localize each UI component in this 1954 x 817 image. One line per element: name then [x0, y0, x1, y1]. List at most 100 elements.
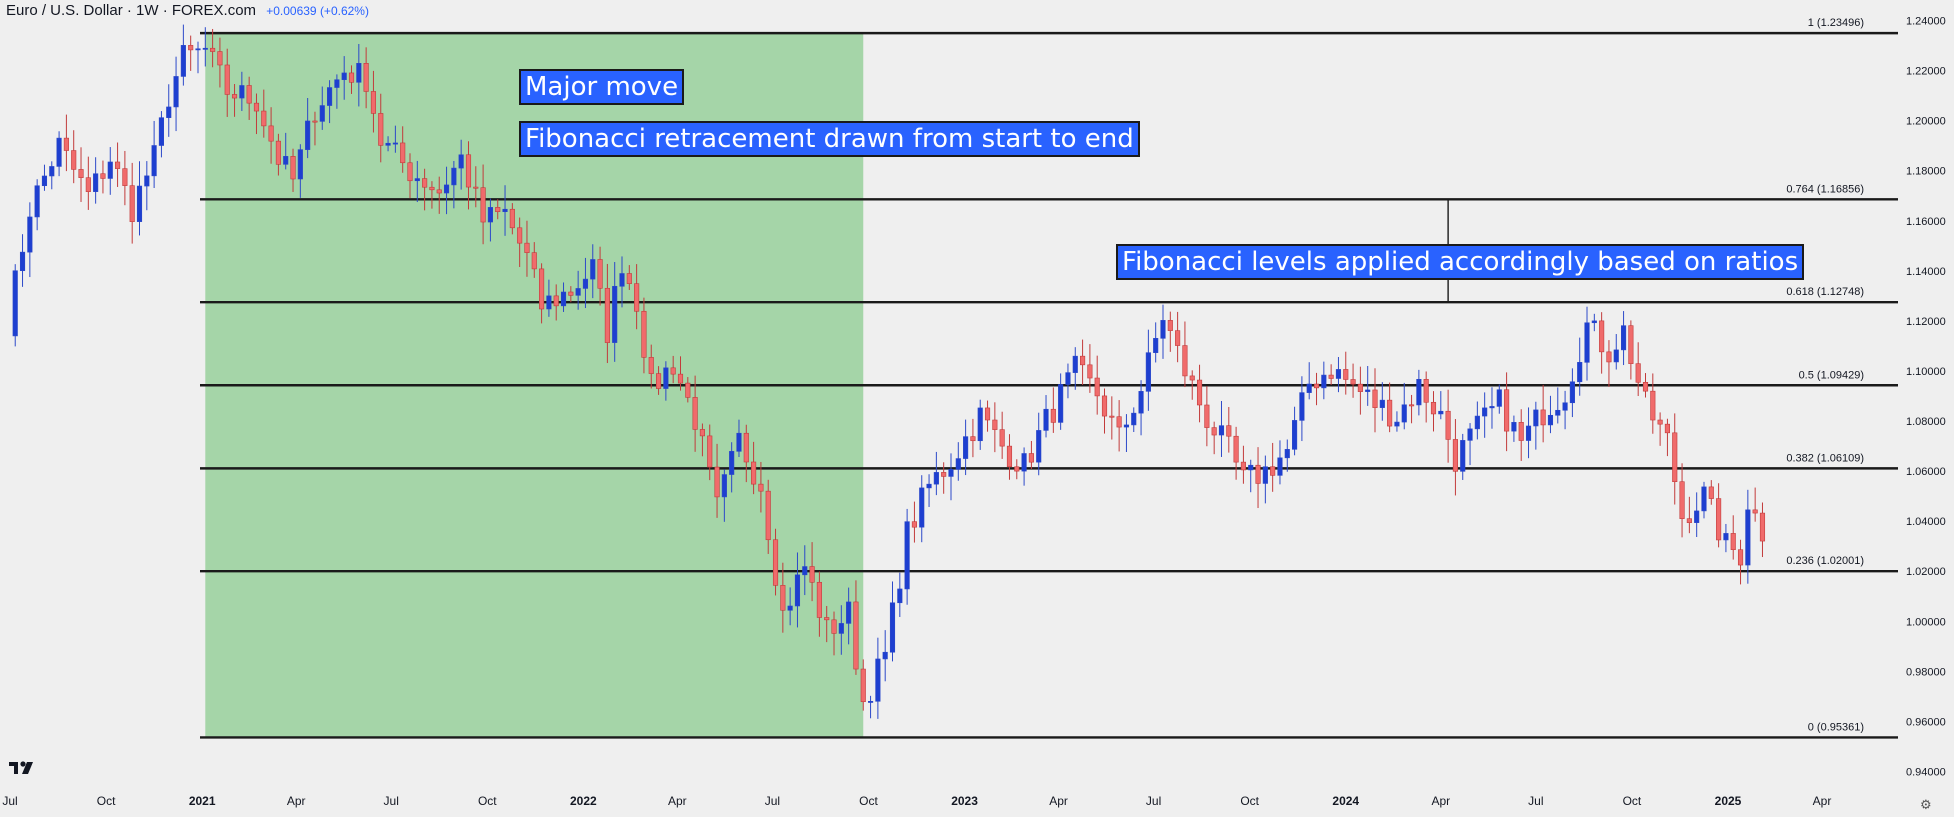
candle-up	[1277, 457, 1283, 476]
candle-down	[707, 435, 713, 468]
candle-down	[1540, 409, 1546, 426]
candle-up	[1577, 362, 1583, 383]
candle-up	[1292, 420, 1298, 450]
candle-down	[1628, 325, 1634, 364]
candle-up	[195, 48, 201, 51]
candle-down	[370, 91, 377, 114]
candle-up	[19, 251, 26, 272]
fib-level-label: 0.764 (1.16856)	[1786, 183, 1864, 195]
candle-down	[231, 94, 238, 99]
candle-down	[984, 407, 991, 421]
candle-down	[1599, 320, 1605, 353]
candle-down	[1752, 509, 1758, 514]
gear-icon[interactable]: ⚙	[1920, 797, 1932, 812]
candle-up	[1745, 509, 1751, 566]
candle-up	[736, 432, 742, 452]
candle-up	[392, 142, 398, 145]
candle-down	[407, 162, 413, 182]
candle-up	[802, 566, 808, 576]
candle-down	[1313, 383, 1320, 389]
candle-up	[663, 367, 669, 389]
candle-up	[443, 184, 450, 194]
y-axis-tick-label: 1.20000	[1906, 116, 1946, 128]
candle-up	[1525, 425, 1532, 441]
candle-up	[136, 185, 143, 222]
candle-down	[1635, 363, 1641, 383]
candle-down	[1387, 399, 1393, 427]
candle-down	[685, 382, 691, 398]
candle-up	[107, 161, 113, 179]
y-axis-tick-label: 1.00000	[1906, 616, 1946, 628]
candle-down	[268, 125, 274, 142]
fib-level-label: 0 (0.95361)	[1808, 721, 1864, 733]
candle-down	[1664, 423, 1670, 434]
candle-up	[560, 291, 567, 307]
fib-level-label: 1 (1.23496)	[1808, 17, 1864, 29]
candle-down	[1730, 533, 1736, 550]
candle-down	[224, 64, 230, 95]
candle-up	[729, 451, 735, 475]
candle-up	[283, 156, 289, 165]
candle-down	[210, 47, 216, 52]
candle-down	[63, 137, 69, 151]
candle-down	[275, 140, 281, 165]
candle-down	[524, 242, 530, 253]
candle-down	[312, 120, 318, 123]
candle-up	[41, 175, 48, 187]
price-change: +0.00639 (+0.62%)	[266, 4, 369, 18]
candle-down	[1109, 415, 1115, 418]
candle-down	[714, 466, 720, 498]
candle-up	[458, 154, 464, 169]
candle-up	[1065, 372, 1071, 385]
candle-down	[809, 566, 815, 583]
candle-down	[853, 601, 859, 670]
candle-down	[363, 63, 369, 92]
x-axis-tick-label: Jul	[384, 794, 399, 808]
candle-up	[1569, 381, 1575, 404]
candle-down	[122, 168, 128, 186]
candle-up	[93, 173, 99, 192]
candle-up	[1021, 453, 1027, 472]
candle-down	[816, 581, 822, 618]
candle-down	[495, 207, 501, 213]
candle-down	[1737, 549, 1744, 566]
candle-up	[794, 574, 801, 607]
candle-down	[290, 156, 296, 180]
candle-up	[1379, 399, 1385, 408]
candle-down	[465, 154, 472, 188]
candle-down	[422, 178, 428, 188]
candle-down	[677, 373, 684, 384]
candle-down	[1167, 320, 1173, 331]
candle-up	[546, 295, 552, 310]
candle-down	[1716, 498, 1722, 541]
candle-up	[305, 120, 311, 150]
candle-down	[1430, 401, 1437, 415]
candle-down	[1408, 404, 1415, 407]
candle-up	[889, 602, 896, 653]
candle-up	[904, 521, 910, 590]
annotation-fib-drawn: Fibonacci retracement drawn from start t…	[519, 121, 1140, 157]
candle-down	[553, 295, 559, 307]
candle-down	[692, 397, 698, 430]
candle-up	[882, 651, 888, 660]
candle-down	[1094, 377, 1100, 397]
symbol-header[interactable]: Euro / U.S. Dollar · 1W · FOREX.com +0.0…	[6, 2, 369, 19]
candle-down	[772, 539, 779, 586]
candle-down	[1101, 395, 1108, 417]
candle-down	[941, 472, 947, 477]
candle-down	[999, 429, 1005, 447]
candle-up	[1153, 338, 1159, 353]
candle-up	[590, 259, 596, 280]
y-axis-tick-label: 1.16000	[1906, 216, 1946, 228]
candle-down	[743, 432, 749, 463]
candle-up	[1694, 510, 1700, 523]
x-axis-tick-label: Jul	[765, 794, 780, 808]
candle-down	[1014, 466, 1020, 472]
candle-up	[1591, 320, 1597, 324]
candle-up	[487, 207, 493, 223]
candle-up	[1438, 410, 1444, 415]
x-axis-tick-label: Apr	[1049, 794, 1068, 808]
candle-down	[129, 185, 135, 222]
y-axis-tick-label: 1.04000	[1906, 516, 1946, 528]
candle-down	[1606, 351, 1612, 363]
